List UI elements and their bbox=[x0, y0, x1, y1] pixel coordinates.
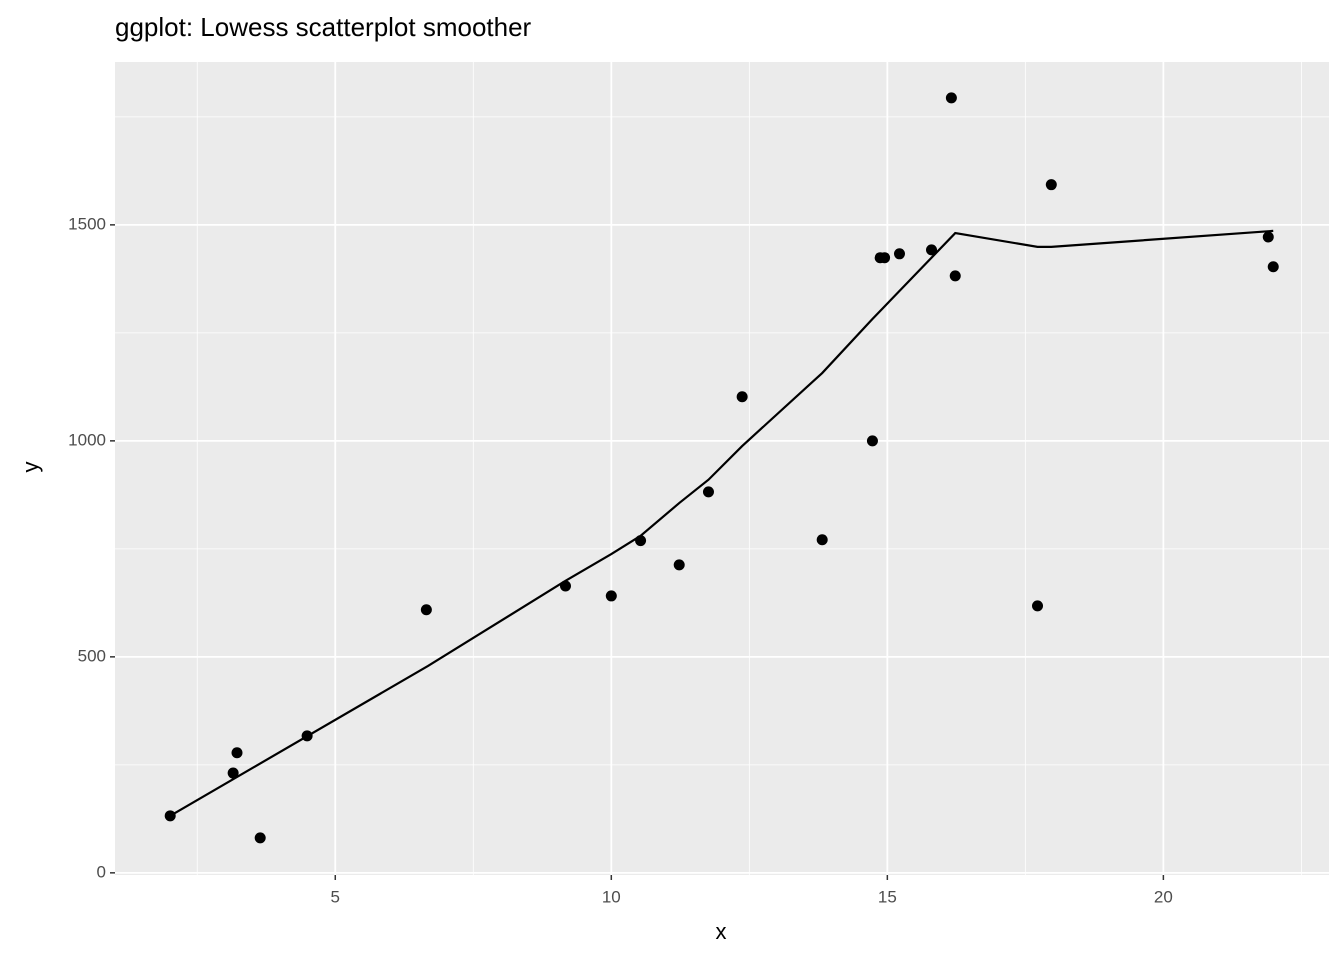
point bbox=[605, 590, 617, 602]
plot-panel bbox=[115, 62, 1329, 875]
x-tick-label: 10 bbox=[602, 887, 621, 906]
point bbox=[816, 534, 828, 546]
point bbox=[879, 252, 891, 264]
point bbox=[926, 244, 938, 256]
point bbox=[949, 270, 961, 282]
point bbox=[1032, 600, 1044, 612]
point bbox=[736, 391, 748, 403]
point bbox=[231, 747, 243, 759]
point bbox=[945, 92, 957, 104]
y-tick-label: 1000 bbox=[68, 430, 106, 449]
x-tick-label: 5 bbox=[331, 887, 340, 906]
y-axis-label: y bbox=[18, 462, 43, 473]
chart-title: ggplot: Lowess scatterplot smoother bbox=[115, 12, 532, 42]
x-axis-label: x bbox=[716, 919, 727, 944]
y-tick-label: 500 bbox=[78, 646, 106, 665]
y-tick-label: 1500 bbox=[68, 214, 106, 233]
point bbox=[702, 486, 714, 498]
y-tick-label: 0 bbox=[97, 862, 106, 881]
point bbox=[893, 248, 905, 260]
point bbox=[866, 435, 878, 447]
x-tick-label: 20 bbox=[1154, 887, 1173, 906]
point bbox=[254, 832, 266, 844]
point bbox=[1045, 179, 1057, 191]
point bbox=[673, 559, 685, 571]
point bbox=[1267, 261, 1279, 273]
x-tick-label: 15 bbox=[878, 887, 897, 906]
point bbox=[420, 604, 432, 616]
smooth-line bbox=[169, 229, 1274, 817]
point bbox=[1262, 231, 1274, 243]
point bbox=[227, 767, 239, 779]
